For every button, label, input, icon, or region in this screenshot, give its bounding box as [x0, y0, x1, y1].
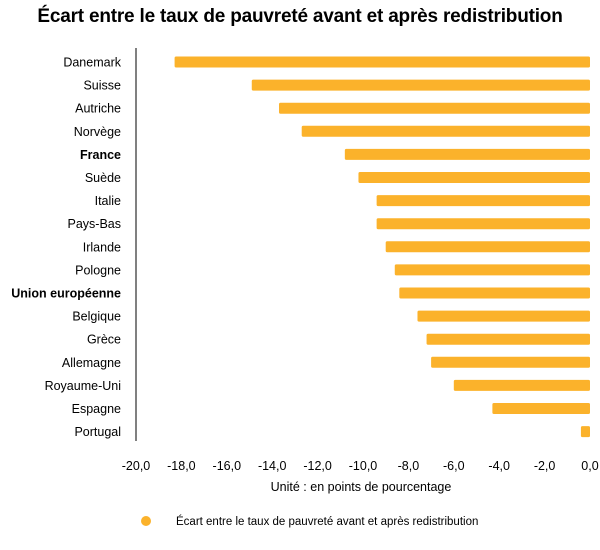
- bar-danemark: [174, 56, 590, 68]
- category-label: Belgique: [72, 310, 121, 324]
- x-tick-label: -6,0: [443, 459, 465, 473]
- category-label: Norvège: [74, 125, 121, 139]
- x-tick-label: -18,0: [167, 459, 196, 473]
- chart-title: Écart entre le taux de pauvreté avant et…: [37, 6, 563, 27]
- bar-royaume-uni: [453, 379, 590, 391]
- bars-group: [174, 56, 590, 438]
- x-tick-label: -14,0: [258, 459, 287, 473]
- bar-union-europ-enne: [399, 287, 590, 299]
- bar-espagne: [492, 403, 590, 414]
- x-tick-labels: -20,0 -18,0 -16,0 -14,0 -12,0 -10,0 -8,0 -6,0 -4…: [122, 459, 599, 473]
- bar-belgique: [417, 310, 590, 322]
- bar-france: [344, 148, 590, 160]
- bar-suisse: [251, 79, 590, 91]
- legend-marker: [141, 516, 151, 526]
- category-label: Portugal: [74, 425, 121, 439]
- category-label: Royaume-Uni: [45, 379, 121, 393]
- category-label: France: [80, 148, 121, 162]
- category-label: Espagne: [72, 402, 121, 416]
- category-label: Grèce: [87, 333, 121, 347]
- bar-italie: [376, 195, 590, 207]
- legend: Écart entre le taux de pauvreté avant et…: [141, 515, 478, 528]
- x-tick-label: -2,0: [534, 459, 556, 473]
- bar-allemagne: [431, 356, 590, 368]
- category-label: Autriche: [75, 102, 121, 116]
- bar-portugal: [580, 426, 590, 438]
- x-tick-label: -12,0: [303, 459, 332, 473]
- bar-irlande: [385, 241, 590, 253]
- bar-pays-bas: [376, 218, 590, 230]
- x-tick-label: -4,0: [488, 459, 510, 473]
- category-label: Danemark: [63, 56, 121, 70]
- x-tick-label: -8,0: [398, 459, 420, 473]
- x-tick-label: -10,0: [349, 459, 378, 473]
- category-label: Suède: [85, 171, 121, 185]
- category-label: Irlande: [83, 240, 121, 254]
- category-label: Pays-Bas: [68, 217, 122, 231]
- bar-gr-ce: [426, 333, 590, 345]
- category-label: Pologne: [75, 263, 121, 277]
- category-labels: Danemark Suisse Autriche Norvège France Suède…: [11, 56, 121, 440]
- category-label: Union européenne: [11, 287, 121, 301]
- bar-autriche: [279, 102, 590, 114]
- x-tick-label: -20,0: [122, 459, 151, 473]
- category-label: Suisse: [83, 79, 121, 93]
- category-label: Italie: [95, 194, 121, 208]
- x-axis-title: Unité : en points de pourcentage: [271, 480, 452, 494]
- x-tick-label: -16,0: [213, 459, 242, 473]
- legend-label: Écart entre le taux de pauvreté avant et…: [176, 515, 478, 528]
- bar-pologne: [394, 264, 590, 276]
- bar-norv-ge: [301, 125, 590, 137]
- category-label: Allemagne: [62, 356, 121, 370]
- x-tick-label: 0,0: [581, 459, 598, 473]
- bar-su-de: [358, 172, 590, 183]
